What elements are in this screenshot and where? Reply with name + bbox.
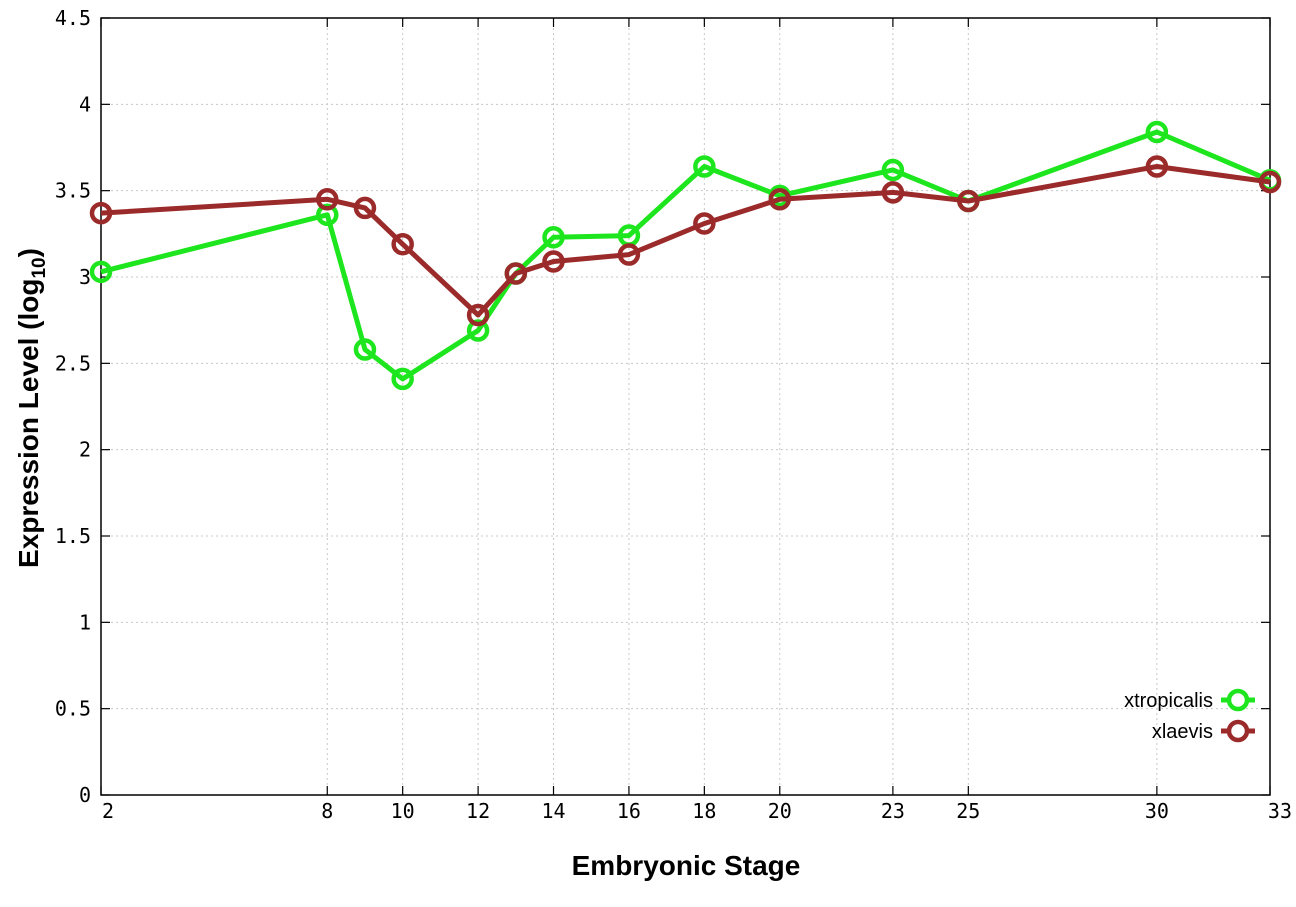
x-tick-label: 23 xyxy=(881,799,905,823)
y-axis-title-subscript: 10 xyxy=(29,257,50,278)
series-line xyxy=(100,164,1271,318)
data-point xyxy=(89,260,113,284)
x-tick-label: 8 xyxy=(321,799,333,823)
data-point xyxy=(617,243,641,266)
data-point xyxy=(542,250,565,273)
data-point xyxy=(1258,170,1282,194)
legend-label: xtropicalis xyxy=(1124,690,1213,712)
data-point xyxy=(466,303,490,327)
plot-frame xyxy=(100,17,1271,796)
legend-item: xlaevis xyxy=(1152,719,1255,743)
data-point xyxy=(353,338,377,361)
data-point xyxy=(693,212,716,235)
x-axis-title: Embryonic Stage xyxy=(572,850,801,881)
y-tick-label: 0.5 xyxy=(55,697,91,721)
data-point xyxy=(542,226,565,249)
x-tick-label: 14 xyxy=(541,799,565,823)
x-tick-label: 16 xyxy=(617,799,641,823)
data-point xyxy=(881,181,905,204)
y-axis-title-close: ) xyxy=(13,248,44,257)
data-point xyxy=(1145,155,1169,178)
data-point xyxy=(466,319,490,342)
x-tick-label: 10 xyxy=(391,799,415,823)
x-tick-label: 30 xyxy=(1145,799,1169,823)
x-tick-label: 33 xyxy=(1268,799,1292,823)
data-point xyxy=(391,232,414,256)
data-point xyxy=(316,203,339,227)
x-tick-label: 12 xyxy=(466,799,490,823)
data-point xyxy=(391,367,414,391)
data-point xyxy=(693,155,716,178)
x-tick-label: 18 xyxy=(692,799,716,823)
y-axis-title-main: Expression Level (log xyxy=(13,279,44,568)
y-tick-label: 1 xyxy=(79,610,91,634)
axis-ticks: 0 0.5 1 1.5 2 2.5 3 3.5 4 4.5 2 8 10 12 14 16 18 20 23 25 30… xyxy=(55,6,1292,823)
grid-lines xyxy=(101,18,1270,795)
legend-item: xtropicalis xyxy=(1124,688,1255,712)
series-xlaevis xyxy=(89,155,1282,327)
data-point xyxy=(353,196,377,220)
legend-marker xyxy=(1226,719,1250,743)
series-line xyxy=(100,129,1271,382)
data-point xyxy=(881,158,905,182)
data-point xyxy=(957,189,980,213)
legend: xtropicalis xlaevis xyxy=(1124,688,1255,743)
y-tick-label: 1.5 xyxy=(55,524,91,548)
data-point xyxy=(504,262,528,285)
y-tick-label: 2.5 xyxy=(55,351,91,375)
data-point xyxy=(1145,120,1169,144)
y-tick-label: 2 xyxy=(79,438,91,462)
x-tick-label: 25 xyxy=(956,799,980,823)
legend-marker xyxy=(1226,688,1250,712)
data-point xyxy=(316,188,339,211)
y-tick-label: 0 xyxy=(79,783,91,807)
y-axis-title: Expression Level (log10) xyxy=(13,248,50,568)
series-lines xyxy=(89,120,1282,391)
data-point xyxy=(768,188,792,211)
y-tick-label: 3.5 xyxy=(55,179,91,203)
y-tick-label: 3 xyxy=(79,265,91,289)
series-xtropicalis xyxy=(89,120,1282,391)
legend-label: xlaevis xyxy=(1152,721,1213,743)
x-tick-label: 20 xyxy=(768,799,792,823)
y-tick-label: 4 xyxy=(79,92,91,116)
y-tick-label: 4.5 xyxy=(55,6,91,30)
data-point xyxy=(89,201,113,225)
x-tick-label: 2 xyxy=(102,799,114,823)
